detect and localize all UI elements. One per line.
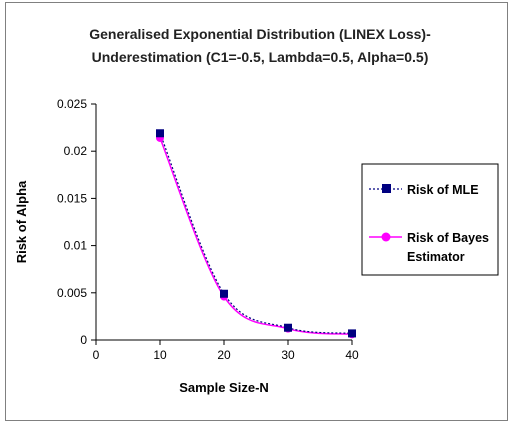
legend-box (361, 163, 499, 276)
x-axis-label: Sample Size-N (179, 380, 269, 395)
y-tick-label: 0.025 (57, 97, 87, 111)
data-point-mle (220, 289, 228, 298)
series-line-mle (159, 133, 353, 334)
legend-mle-marker (382, 184, 391, 193)
y-tick-label: 0.01 (64, 239, 88, 253)
legend-bayes-label-line-2: Estimator (407, 250, 465, 264)
x-tick-label: 30 (281, 348, 295, 362)
legend-bayes-label-line-1: Risk of Bayes (407, 231, 489, 245)
y-tick-label: 0.015 (57, 191, 87, 205)
y-tick-label: 0 (80, 333, 87, 347)
x-tick-label: 10 (153, 348, 167, 362)
y-tick-label: 0.02 (64, 144, 88, 158)
y-axis-label: Risk of Alpha (14, 180, 29, 263)
legend-bayes-marker (381, 232, 391, 242)
data-point-mle (284, 323, 292, 332)
series-line-bayes (159, 137, 353, 336)
data-point-mle (156, 129, 164, 138)
legend-mle-label: Risk of MLE (407, 183, 479, 197)
x-tick-label: 20 (217, 348, 231, 362)
y-tick-label: 0.005 (57, 286, 87, 300)
x-tick-label: 40 (345, 348, 359, 362)
chart-title-line-2: Underestimation (C1=-0.5, Lambda=0.5, Al… (92, 49, 429, 65)
x-tick-label: 0 (93, 348, 100, 362)
chart-title-line-1: Generalised Exponential Distribution (LI… (89, 26, 431, 42)
data-point-mle (348, 329, 356, 338)
plot-area: 0 0.005 0.01 0.015 0.02 0.025 0 10 20 30 40 (57, 97, 359, 362)
legend: Risk of MLE Risk of Bayes Estimator (361, 163, 499, 276)
